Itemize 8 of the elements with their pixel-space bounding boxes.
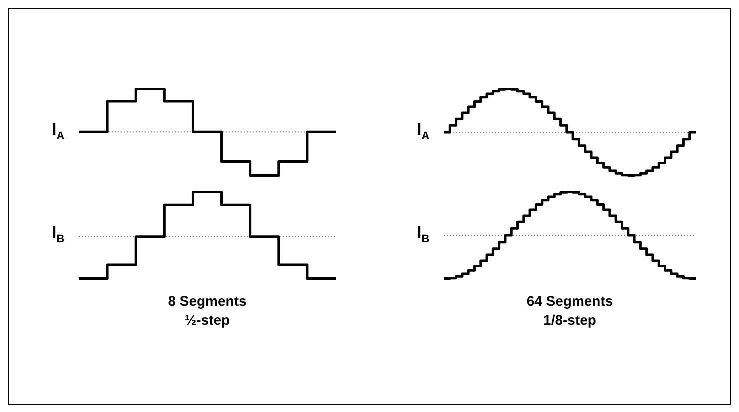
- text: 64 Segments: [526, 293, 614, 309]
- text: 8 Segments: [168, 293, 247, 309]
- text: ½-step: [184, 312, 230, 328]
- y-axis-title: I$_{A}$: [52, 120, 65, 142]
- y-axis-title: I$_{B}$: [417, 222, 430, 245]
- y-axis-title: I$_{A}$: [417, 120, 430, 142]
- y-axis-title: I$_{B}$: [52, 222, 65, 245]
- text: 1/8-step: [544, 312, 596, 328]
